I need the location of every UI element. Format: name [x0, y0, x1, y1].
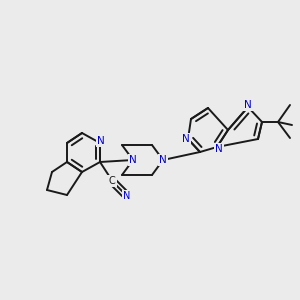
Text: N: N — [215, 144, 223, 154]
Text: N: N — [123, 191, 131, 201]
Text: N: N — [182, 134, 190, 144]
Text: C: C — [109, 176, 116, 186]
Text: N: N — [159, 155, 167, 165]
Text: N: N — [244, 100, 252, 110]
Text: N: N — [97, 136, 105, 146]
Text: N: N — [129, 155, 137, 165]
